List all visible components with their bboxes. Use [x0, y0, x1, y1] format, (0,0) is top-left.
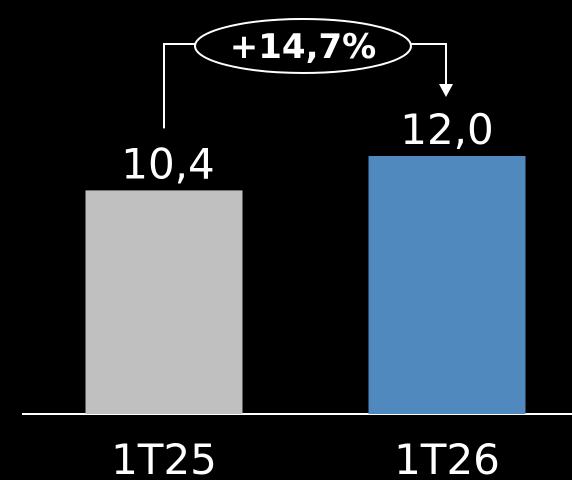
category-label-1t26: 1T26 — [394, 435, 500, 480]
arrow-down-icon — [439, 84, 453, 97]
value-label-1t26: 12,0 — [400, 105, 494, 154]
growth-badge — [194, 18, 412, 74]
value-label-1t25: 10,4 — [121, 139, 215, 188]
growth-percentage: +14,7% — [230, 27, 376, 67]
bar-1t26 — [368, 156, 526, 414]
bar-1t25 — [85, 190, 243, 414]
category-label-1t25: 1T25 — [111, 435, 217, 480]
